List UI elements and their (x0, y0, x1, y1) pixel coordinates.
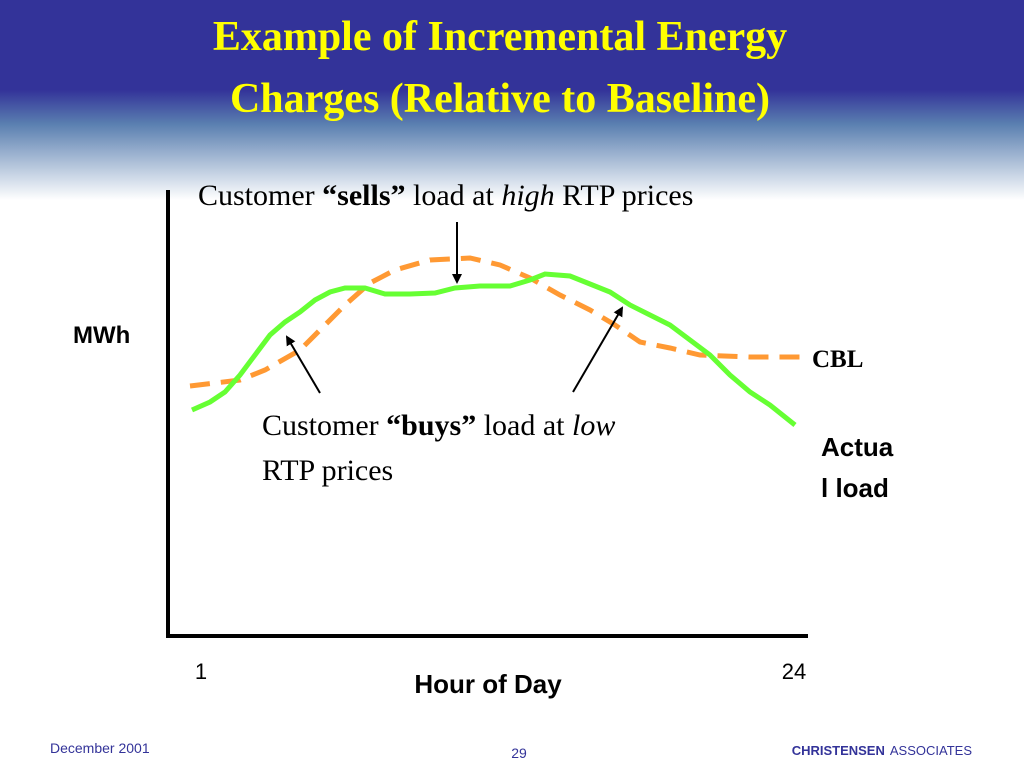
header-band (0, 0, 1024, 200)
text: Customer (198, 179, 322, 212)
cbl-label: CBL (812, 346, 863, 373)
arrow (285, 335, 321, 394)
text: “sells” (322, 179, 405, 212)
x-axis-label: Hour of Day (414, 669, 562, 699)
y-axis-label: MWh (73, 322, 130, 349)
x-tick-label: 1 (195, 659, 207, 684)
text: low (572, 409, 615, 442)
text: “buys” (386, 409, 476, 442)
arrow (572, 306, 624, 393)
title-line: Example of Incremental Energy (213, 14, 787, 60)
title-line: Charges (Relative to Baseline) (230, 76, 770, 122)
actual-label: l load (821, 473, 889, 503)
cbl-curve (189, 255, 805, 389)
sells-note: Customer “sells” load at high RTP prices (198, 179, 693, 212)
text: ASSOCIATES (890, 743, 972, 758)
text: load at (476, 409, 572, 442)
actual-label: Actua (821, 432, 894, 462)
text: Customer (262, 409, 386, 442)
page-number: 29 (511, 745, 527, 761)
text: high (501, 179, 554, 212)
actual-load-curve (190, 271, 797, 427)
text: RTP prices (555, 179, 694, 212)
text: load at (406, 179, 502, 212)
x-tick-label: 24 (782, 659, 806, 684)
buys-note: Customer “buys” load at low (262, 409, 615, 442)
text: CHRISTENSEN (792, 743, 885, 758)
buys-note: RTP prices (262, 454, 393, 487)
footer-company: CHRISTENSEN ASSOCIATES (792, 743, 973, 758)
footer-date: December 2001 (50, 740, 150, 756)
